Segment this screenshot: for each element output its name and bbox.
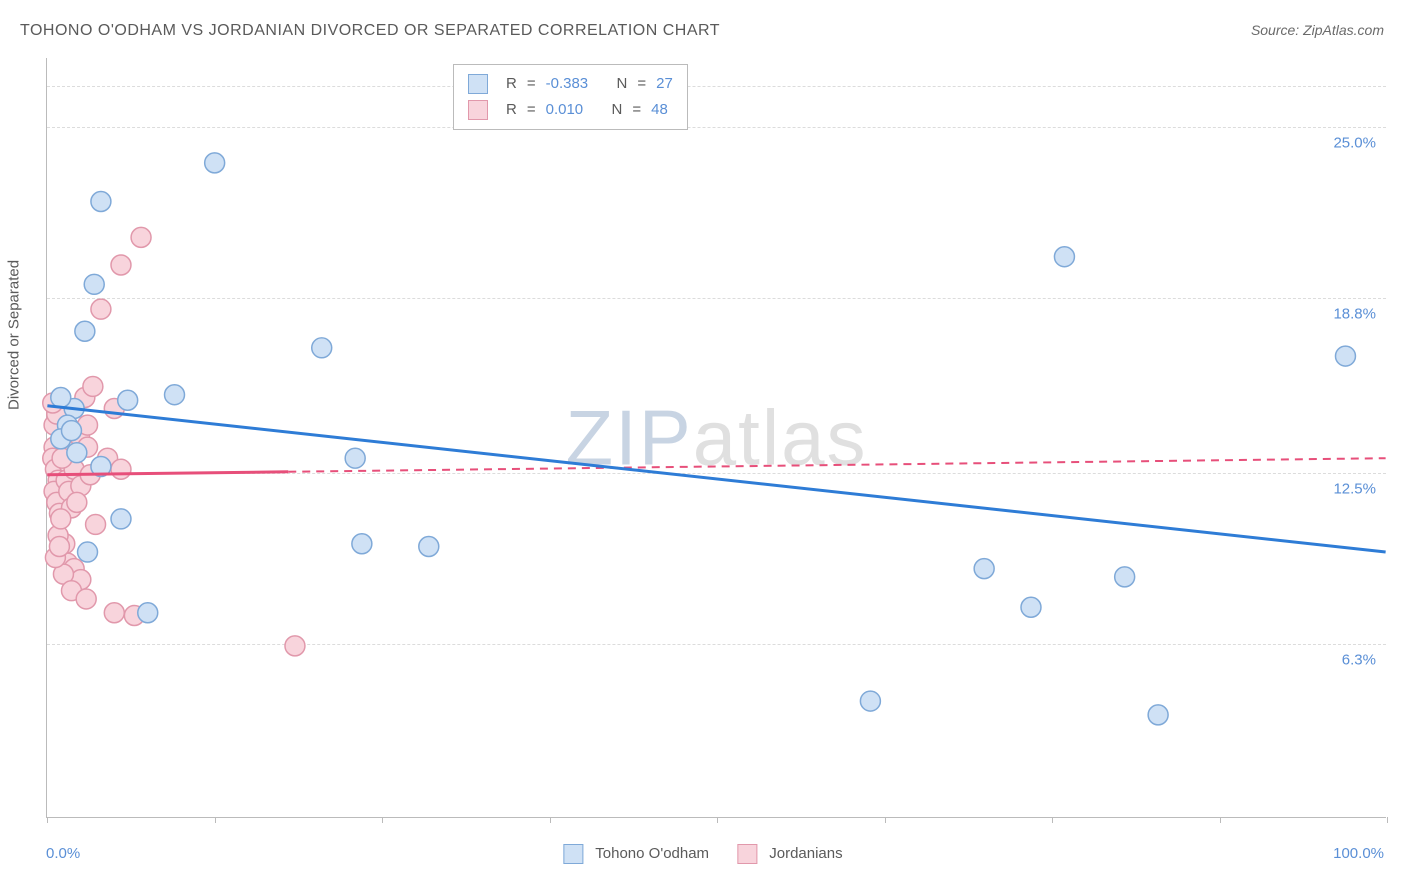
legend-eq: = xyxy=(527,71,536,97)
legend-n-label-2: N xyxy=(612,97,623,123)
legend-n-jordanians: 48 xyxy=(651,97,668,123)
swatch-jordanians-2 xyxy=(737,844,757,864)
trend-line-dashed-jordanians xyxy=(288,458,1385,472)
x-tick xyxy=(885,817,886,823)
data-point-tohono xyxy=(205,153,225,173)
series-legend: Tohono O'odham Jordanians xyxy=(563,844,842,864)
x-tick xyxy=(1387,817,1388,823)
x-tick xyxy=(1052,817,1053,823)
data-point-tohono xyxy=(1115,567,1135,587)
data-point-tohono xyxy=(61,421,81,441)
trend-line-tohono xyxy=(47,406,1385,552)
y-tick-label: 6.3% xyxy=(1334,651,1376,668)
series-name-tohono: Tohono O'odham xyxy=(595,845,709,862)
y-tick-label: 12.5% xyxy=(1325,480,1376,497)
legend-eq-3: = xyxy=(527,97,536,123)
y-tick-label: 25.0% xyxy=(1325,135,1376,152)
x-tick xyxy=(1220,817,1221,823)
data-point-jordanians xyxy=(285,636,305,656)
x-tick xyxy=(47,817,48,823)
series-legend-item-jordanians: Jordanians xyxy=(737,844,843,864)
data-point-tohono xyxy=(118,390,138,410)
data-point-tohono xyxy=(352,534,372,554)
x-min-label: 0.0% xyxy=(46,845,80,862)
data-point-tohono xyxy=(51,387,71,407)
data-point-jordanians xyxy=(51,509,71,529)
series-name-jordanians: Jordanians xyxy=(769,845,842,862)
series-legend-item-tohono: Tohono O'odham xyxy=(563,844,709,864)
legend-n-label: N xyxy=(617,71,628,97)
data-point-jordanians xyxy=(67,492,87,512)
data-point-tohono xyxy=(1054,247,1074,267)
data-point-tohono xyxy=(138,603,158,623)
data-point-tohono xyxy=(111,509,131,529)
data-point-jordanians xyxy=(49,537,69,557)
data-point-tohono xyxy=(78,542,98,562)
legend-r-tohono: -0.383 xyxy=(546,71,589,97)
x-max-label: 100.0% xyxy=(1333,845,1384,862)
data-point-tohono xyxy=(974,559,994,579)
swatch-jordanians xyxy=(468,100,488,120)
chart-title: TOHONO O'ODHAM VS JORDANIAN DIVORCED OR … xyxy=(20,22,720,40)
legend-r-jordanians: 0.010 xyxy=(546,97,584,123)
y-tick-label: 18.8% xyxy=(1325,306,1376,323)
data-point-tohono xyxy=(419,537,439,557)
x-tick xyxy=(717,817,718,823)
data-point-jordanians xyxy=(91,299,111,319)
data-point-tohono xyxy=(67,443,87,463)
data-point-jordanians xyxy=(83,376,103,396)
data-point-jordanians xyxy=(131,227,151,247)
data-point-tohono xyxy=(1335,346,1355,366)
data-point-jordanians xyxy=(111,255,131,275)
legend-eq-2: = xyxy=(637,71,646,97)
y-axis-title: Divorced or Separated xyxy=(6,260,23,410)
data-point-jordanians xyxy=(76,589,96,609)
data-point-tohono xyxy=(312,338,332,358)
correlation-legend: R = -0.383 N = 27 R = 0.010 N = 48 xyxy=(453,64,688,130)
data-point-tohono xyxy=(84,274,104,294)
swatch-tohono-2 xyxy=(563,844,583,864)
data-point-tohono xyxy=(165,385,185,405)
legend-r-label-2: R xyxy=(506,97,517,123)
data-point-jordanians xyxy=(111,459,131,479)
legend-row-jordanians: R = 0.010 N = 48 xyxy=(468,97,673,123)
source-label: Source: ZipAtlas.com xyxy=(1251,22,1384,38)
data-point-tohono xyxy=(1148,705,1168,725)
data-point-jordanians xyxy=(104,603,124,623)
data-point-tohono xyxy=(75,321,95,341)
chart-container: TOHONO O'ODHAM VS JORDANIAN DIVORCED OR … xyxy=(0,0,1406,892)
legend-eq-4: = xyxy=(632,97,641,123)
data-point-tohono xyxy=(91,192,111,212)
data-point-tohono xyxy=(1021,597,1041,617)
data-point-jordanians xyxy=(86,514,106,534)
x-tick xyxy=(550,817,551,823)
legend-row-tohono: R = -0.383 N = 27 xyxy=(468,71,673,97)
legend-n-tohono: 27 xyxy=(656,71,673,97)
x-tick xyxy=(215,817,216,823)
legend-r-label: R xyxy=(506,71,517,97)
swatch-tohono xyxy=(468,74,488,94)
plot-area: ZIPatlas R = -0.383 N = 27 R = 0.010 N xyxy=(46,58,1386,818)
data-point-tohono xyxy=(860,691,880,711)
plot-svg xyxy=(47,58,1386,817)
x-tick xyxy=(382,817,383,823)
data-point-tohono xyxy=(345,448,365,468)
